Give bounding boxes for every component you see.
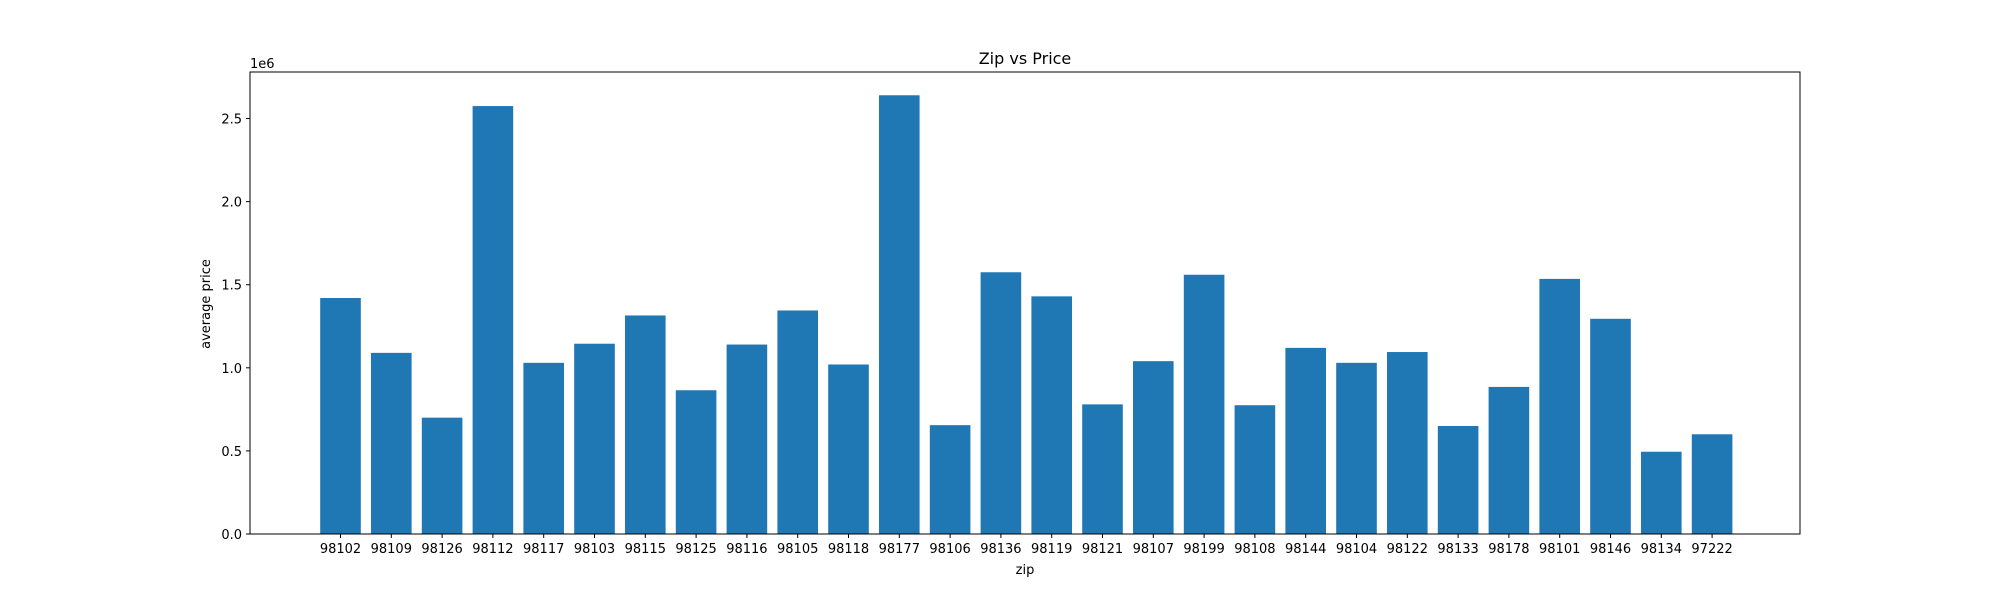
- y-ticks-layer: 0.0 0.5 1.0 1.5 2.0 2.5: [221, 113, 250, 543]
- plot-area-frame: [249, 71, 1801, 535]
- bar-98102: [320, 298, 361, 534]
- y-axis-exponent-label: 1e6: [250, 57, 275, 72]
- x-tick-label: 98146: [1590, 542, 1631, 557]
- bar-98103: [574, 343, 615, 534]
- bar-98109: [371, 352, 412, 534]
- x-tick-label: 98125: [675, 542, 716, 557]
- x-tick-label: 98107: [1133, 542, 1174, 557]
- bar-98117: [523, 362, 564, 534]
- bar-98116: [726, 344, 768, 534]
- x-tick-label: 98122: [1387, 542, 1428, 557]
- x-tick-label: 98102: [320, 542, 361, 557]
- bar-98134: [1641, 451, 1682, 534]
- bar-98118: [828, 364, 869, 534]
- x-tick-label: 98118: [828, 542, 869, 557]
- bar-98121: [1082, 404, 1123, 534]
- bar-98101: [1539, 278, 1580, 534]
- bar-98177: [879, 95, 920, 535]
- bar-98199: [1183, 274, 1225, 534]
- bar-98178: [1488, 386, 1530, 534]
- bar-98133: [1437, 425, 1479, 534]
- y-tick-label: 0.5: [221, 445, 242, 460]
- bar-98115: [625, 315, 666, 534]
- bar-98144: [1285, 347, 1326, 534]
- x-tick-label: 98103: [574, 542, 615, 557]
- bar-98125: [675, 390, 717, 534]
- x-tick-label: 98133: [1437, 542, 1478, 557]
- y-tick-label: 0.0: [221, 528, 242, 543]
- x-tick-label: 98101: [1539, 542, 1580, 557]
- x-tick-label: 98105: [777, 542, 818, 557]
- x-tick-label: 98106: [929, 542, 970, 557]
- bar-98119: [1031, 296, 1072, 534]
- bar-98136: [980, 272, 1022, 534]
- x-tick-label: 98117: [523, 542, 564, 557]
- x-tick-label: 98121: [1082, 542, 1123, 557]
- bar-98126: [421, 417, 463, 534]
- y-tick-label: 1.5: [221, 279, 242, 294]
- x-tick-label: 98108: [1234, 542, 1275, 557]
- bar-98104: [1336, 362, 1377, 534]
- bar-98105: [777, 310, 818, 534]
- x-tick-label: 98178: [1488, 542, 1529, 557]
- y-tick-label: 2.5: [221, 113, 242, 128]
- x-tick-label: 98112: [472, 542, 513, 557]
- x-tick-label: 98109: [371, 542, 412, 557]
- bars-layer: [320, 95, 1733, 535]
- chart-title: Zip vs Price: [979, 49, 1072, 68]
- x-tick-label: 98144: [1285, 542, 1326, 557]
- y-axis-label: average price: [199, 259, 214, 349]
- x-ticks-layer: 98102 98109 98126 98112 98117 98103 98115 98125…: [320, 534, 1733, 557]
- y-tick-label: 2.0: [221, 196, 242, 211]
- bar-98108: [1234, 405, 1276, 534]
- bar-98122: [1387, 352, 1428, 534]
- x-tick-label: 98104: [1336, 542, 1377, 557]
- x-tick-label: 98134: [1641, 542, 1682, 557]
- bar-98107: [1133, 361, 1174, 534]
- x-tick-label: 98177: [879, 542, 920, 557]
- x-tick-label: 98136: [980, 542, 1021, 557]
- x-axis-label: zip: [1016, 563, 1035, 578]
- x-tick-label: 97222: [1691, 542, 1732, 557]
- x-tick-label: 98115: [625, 542, 666, 557]
- bar-98112: [472, 106, 514, 534]
- y-tick-label: 1.0: [221, 362, 242, 377]
- bar-97222: [1691, 434, 1733, 534]
- bar-98106: [929, 425, 971, 534]
- x-tick-label: 98116: [726, 542, 767, 557]
- x-tick-label: 98126: [421, 542, 462, 557]
- bar-98146: [1590, 318, 1631, 534]
- x-tick-label: 98119: [1031, 542, 1072, 557]
- x-tick-label: 98199: [1183, 542, 1224, 557]
